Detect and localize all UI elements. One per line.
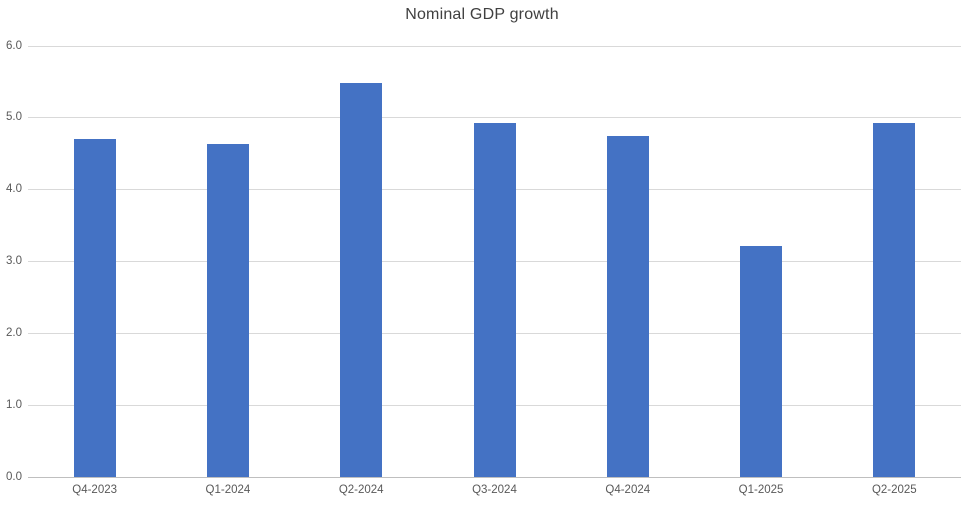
x-tick-label: Q3-2024 (472, 484, 517, 496)
bar-q4-2024 (606, 135, 649, 477)
y-tick-label: 0.0 (6, 470, 22, 483)
plot-area (28, 45, 961, 478)
x-axis-line (28, 476, 961, 478)
bar-q4-2023 (73, 138, 116, 477)
gridline (28, 45, 961, 47)
y-tick-label: 5.0 (6, 111, 22, 124)
x-tick-label: Q2-2025 (871, 484, 917, 496)
x-tick-label: Q1-2024 (205, 484, 251, 496)
y-tick-label: 3.0 (6, 255, 22, 267)
y-tick-label: 2.0 (6, 326, 22, 339)
chart-title: Nominal GDP growth (405, 6, 559, 23)
x-tick-label: Q4-2023 (72, 484, 118, 496)
bar-q3-2024 (473, 122, 516, 477)
bar-q2-2025 (873, 122, 916, 477)
y-tick-label: 6.0 (6, 39, 22, 52)
x-tick-label: Q4-2024 (605, 484, 651, 496)
x-tick-label: Q1-2025 (738, 484, 784, 496)
bar-q2-2024 (340, 83, 383, 477)
bar-q1-2025 (740, 246, 783, 477)
y-tick-label: 1.0 (6, 398, 22, 411)
y-tick-label: 4.0 (6, 183, 22, 196)
x-tick-label: Q2-2024 (338, 484, 384, 496)
bar-q1-2024 (206, 144, 249, 477)
gridline (28, 117, 961, 119)
